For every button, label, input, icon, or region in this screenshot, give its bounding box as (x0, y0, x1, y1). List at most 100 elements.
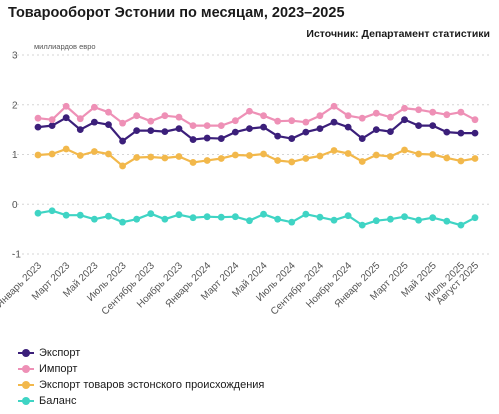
data-point-import-16 (260, 112, 267, 120)
data-point-balance-18 (288, 218, 296, 226)
data-point-import-19 (302, 118, 310, 126)
chart-source: Источник: Департамент статистики (306, 28, 490, 40)
data-point-import-12 (203, 122, 211, 130)
data-point-balance-31 (471, 214, 479, 222)
data-point-export-12 (203, 134, 211, 142)
data-point-balance-19 (302, 210, 310, 218)
legend-item-export[interactable]: Экспорт (18, 345, 264, 361)
data-point-import-31 (471, 116, 479, 124)
data-point-estonian-origin-export-20 (316, 152, 324, 160)
data-point-import-26 (401, 104, 408, 112)
data-point-estonian-origin-export-24 (372, 151, 380, 159)
data-point-export-8 (147, 127, 155, 135)
data-point-balance-0 (34, 209, 42, 217)
data-point-estonian-origin-export-4 (90, 148, 98, 155)
y-tick-labels: -1 0 1 2 3 (12, 51, 21, 261)
data-point-balance-8 (147, 210, 155, 218)
data-point-import-8 (147, 117, 155, 125)
data-point-balance-27 (415, 216, 423, 224)
data-point-import-0 (34, 114, 42, 122)
data-point-export-0 (34, 123, 42, 131)
data-point-estonian-origin-export-23 (358, 158, 366, 165)
data-point-estonian-origin-export-0 (34, 151, 42, 159)
data-point-export-14 (231, 128, 239, 136)
data-point-estonian-origin-export-7 (133, 154, 141, 161)
data-point-balance-28 (429, 214, 437, 222)
data-point-estonian-origin-export-29 (443, 154, 451, 162)
data-point-estonian-origin-export-16 (260, 150, 267, 158)
data-point-export-16 (260, 123, 267, 131)
data-point-balance-15 (246, 217, 253, 225)
legend-item-estonian-origin-export[interactable]: Экспорт товаров эстонского происхождения (18, 377, 264, 393)
data-point-balance-24 (372, 217, 380, 225)
data-point-estonian-origin-export-31 (471, 155, 479, 162)
data-point-import-7 (133, 112, 141, 120)
data-point-estonian-origin-export-17 (274, 157, 282, 164)
y-tick-label-1: 1 (12, 150, 18, 161)
data-point-import-28 (429, 108, 437, 116)
data-point-estonian-origin-export-21 (330, 147, 338, 154)
data-point-export-27 (415, 122, 423, 130)
data-point-estonian-origin-export-19 (302, 155, 310, 162)
legend-label-import: Импорт (39, 363, 78, 375)
data-point-export-22 (344, 123, 352, 131)
data-point-estonian-origin-export-14 (231, 151, 239, 159)
legend-swatch-balance (18, 396, 34, 406)
series-export (34, 114, 479, 145)
data-point-import-27 (415, 106, 423, 114)
data-point-balance-25 (387, 215, 394, 223)
data-point-estonian-origin-export-15 (246, 152, 253, 159)
data-point-import-14 (231, 117, 239, 125)
data-point-estonian-origin-export-6 (119, 162, 126, 170)
legend-item-balance[interactable]: Баланс (18, 393, 264, 409)
data-point-export-29 (443, 128, 451, 136)
data-point-import-6 (119, 119, 126, 127)
data-point-balance-16 (260, 210, 267, 218)
series-line-balance (36, 209, 477, 227)
data-point-import-13 (217, 122, 225, 130)
data-point-export-24 (372, 126, 380, 134)
legend-swatch-import (18, 364, 34, 374)
data-point-balance-5 (105, 212, 112, 220)
data-point-estonian-origin-export-13 (217, 155, 225, 162)
data-point-export-17 (274, 132, 282, 140)
data-point-estonian-origin-export-30 (457, 157, 465, 165)
data-point-balance-11 (189, 214, 197, 222)
legend-label-estonian-origin-export: Экспорт товаров эстонского происхождения (39, 379, 265, 391)
data-point-export-20 (316, 125, 324, 133)
data-point-import-23 (358, 114, 366, 122)
legend-swatch-estonian-origin-export (18, 380, 34, 390)
data-point-estonian-origin-export-28 (429, 151, 437, 158)
data-point-export-30 (457, 129, 465, 137)
legend-label-balance: Баланс (39, 395, 77, 407)
data-point-export-23 (358, 135, 366, 142)
data-point-estonian-origin-export-25 (387, 153, 394, 160)
data-point-estonian-origin-export-12 (203, 157, 211, 164)
legend-dot-import (22, 365, 30, 373)
y-tick-label-0: 0 (12, 200, 18, 211)
legend: Экспорт Импорт Экспорт товаров эстонског… (18, 345, 264, 409)
data-point-import-24 (372, 109, 380, 117)
legend-dot-export (22, 349, 30, 357)
data-point-import-11 (189, 122, 197, 130)
data-point-balance-30 (457, 221, 465, 229)
data-point-export-19 (302, 128, 310, 136)
data-point-import-18 (288, 117, 296, 125)
data-point-export-25 (387, 128, 394, 136)
data-point-export-1 (48, 122, 56, 130)
data-point-import-17 (274, 117, 282, 125)
data-point-import-9 (161, 112, 169, 120)
data-point-import-3 (76, 115, 84, 123)
data-point-balance-26 (401, 213, 408, 221)
y-tick-label-2: 2 (12, 100, 18, 111)
legend-item-import[interactable]: Импорт (18, 361, 264, 377)
data-point-import-1 (48, 116, 56, 124)
data-point-balance-22 (344, 212, 352, 220)
series-balance (34, 207, 479, 229)
data-point-balance-10 (175, 211, 183, 219)
data-point-balance-9 (161, 215, 169, 223)
data-point-import-15 (246, 107, 253, 115)
data-point-import-29 (443, 111, 451, 119)
data-point-export-28 (429, 122, 437, 130)
